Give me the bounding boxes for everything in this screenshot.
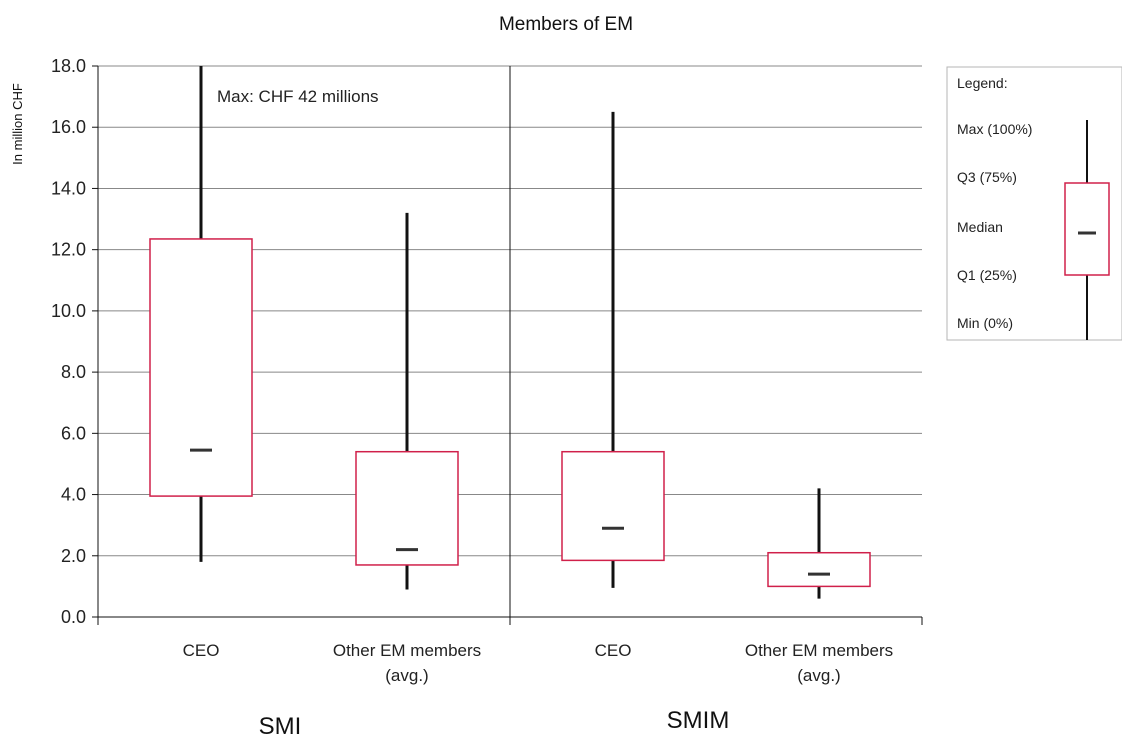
box-smi-0 bbox=[149, 66, 253, 562]
category-labels: CEO Other EM members (avg.) CEO Other EM mem… bbox=[183, 641, 894, 685]
box-series bbox=[149, 66, 871, 599]
category-label: CEO bbox=[183, 641, 220, 660]
y-tick-label: 14.0 bbox=[51, 178, 86, 198]
chart-title: Members of EM bbox=[499, 14, 633, 35]
y-tick-label: 2.0 bbox=[61, 546, 86, 566]
category-label: (avg.) bbox=[385, 666, 428, 685]
legend-item-max: Max (100%) bbox=[957, 121, 1032, 137]
category-label: CEO bbox=[595, 641, 632, 660]
y-tick-label: 12.0 bbox=[51, 240, 86, 260]
legend: Legend: Max (100%) Q3 (75%) Median Q1 (2… bbox=[946, 66, 1122, 341]
legend-item-min: Min (0%) bbox=[957, 315, 1013, 331]
category-label: Other EM members bbox=[333, 641, 481, 660]
iqr-box bbox=[561, 450, 665, 562]
group-labels: SMI SMIM bbox=[259, 707, 730, 740]
y-tick-label: 8.0 bbox=[61, 362, 86, 382]
y-tick-label: 0.0 bbox=[61, 607, 86, 627]
y-tick-label: 6.0 bbox=[61, 423, 86, 443]
legend-item-q3: Q3 (75%) bbox=[957, 169, 1017, 185]
y-tick-label: 16.0 bbox=[51, 117, 86, 137]
box-smi-1 bbox=[355, 212, 459, 590]
iqr-box bbox=[767, 551, 871, 588]
box-smim-0 bbox=[561, 111, 665, 588]
legend-item-median: Median bbox=[957, 219, 1003, 235]
group-label: SMI bbox=[259, 713, 302, 740]
iqr-box bbox=[149, 238, 253, 497]
axes: 0.0 2.0 4.0 6.0 8.0 10.0 12.0 14.0 16.0 18.0 bbox=[51, 56, 923, 627]
box-smim-1 bbox=[767, 488, 871, 599]
iqr-box bbox=[355, 450, 459, 566]
category-label: (avg.) bbox=[797, 666, 840, 685]
legend-box bbox=[1064, 182, 1110, 276]
y-tick-label: 4.0 bbox=[61, 485, 86, 505]
max-annotation: Max: CHF 42 millions bbox=[217, 87, 379, 106]
group-label: SMIM bbox=[667, 707, 730, 734]
legend-item-q1: Q1 (25%) bbox=[957, 267, 1017, 283]
y-tick-label: 18.0 bbox=[51, 56, 86, 76]
y-axis-label: In million CHF bbox=[10, 83, 25, 165]
category-label: Other EM members bbox=[745, 641, 893, 660]
y-tick-label: 10.0 bbox=[51, 301, 86, 321]
legend-title: Legend: bbox=[957, 75, 1008, 91]
